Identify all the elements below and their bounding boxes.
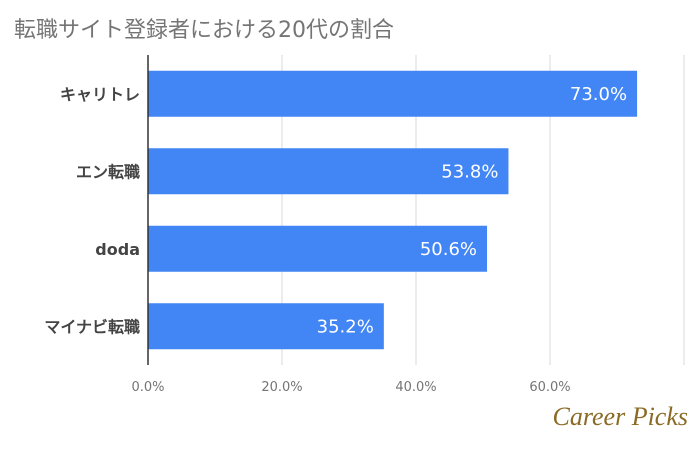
chart-title: 転職サイト登録者における20代の割合 (14, 18, 394, 43)
category-label: エン転職 (76, 162, 140, 181)
x-tick-labels: 0.0% 20.0% 40.0% 60.0% (131, 380, 570, 395)
data-label: 35.2% (317, 316, 374, 337)
x-tick-label: 20.0% (261, 380, 302, 395)
bar (148, 225, 488, 272)
category-label: マイナビ転職 (44, 317, 140, 336)
data-label: 50.6% (420, 239, 477, 260)
category-label: doda (95, 240, 140, 259)
bar (148, 148, 509, 195)
x-tick-label: 40.0% (395, 380, 436, 395)
x-tick-label: 0.0% (131, 380, 164, 395)
data-label: 73.0% (570, 84, 627, 105)
data-label: 53.8% (441, 161, 498, 182)
watermark-logo: Career Picks (553, 402, 689, 431)
bar (148, 303, 384, 350)
x-tick-label: 60.0% (529, 380, 570, 395)
bar (148, 70, 638, 117)
bars: 73.0% 53.8% 50.6% 35.2% (148, 70, 638, 350)
category-label: キャリトレ (60, 85, 140, 104)
